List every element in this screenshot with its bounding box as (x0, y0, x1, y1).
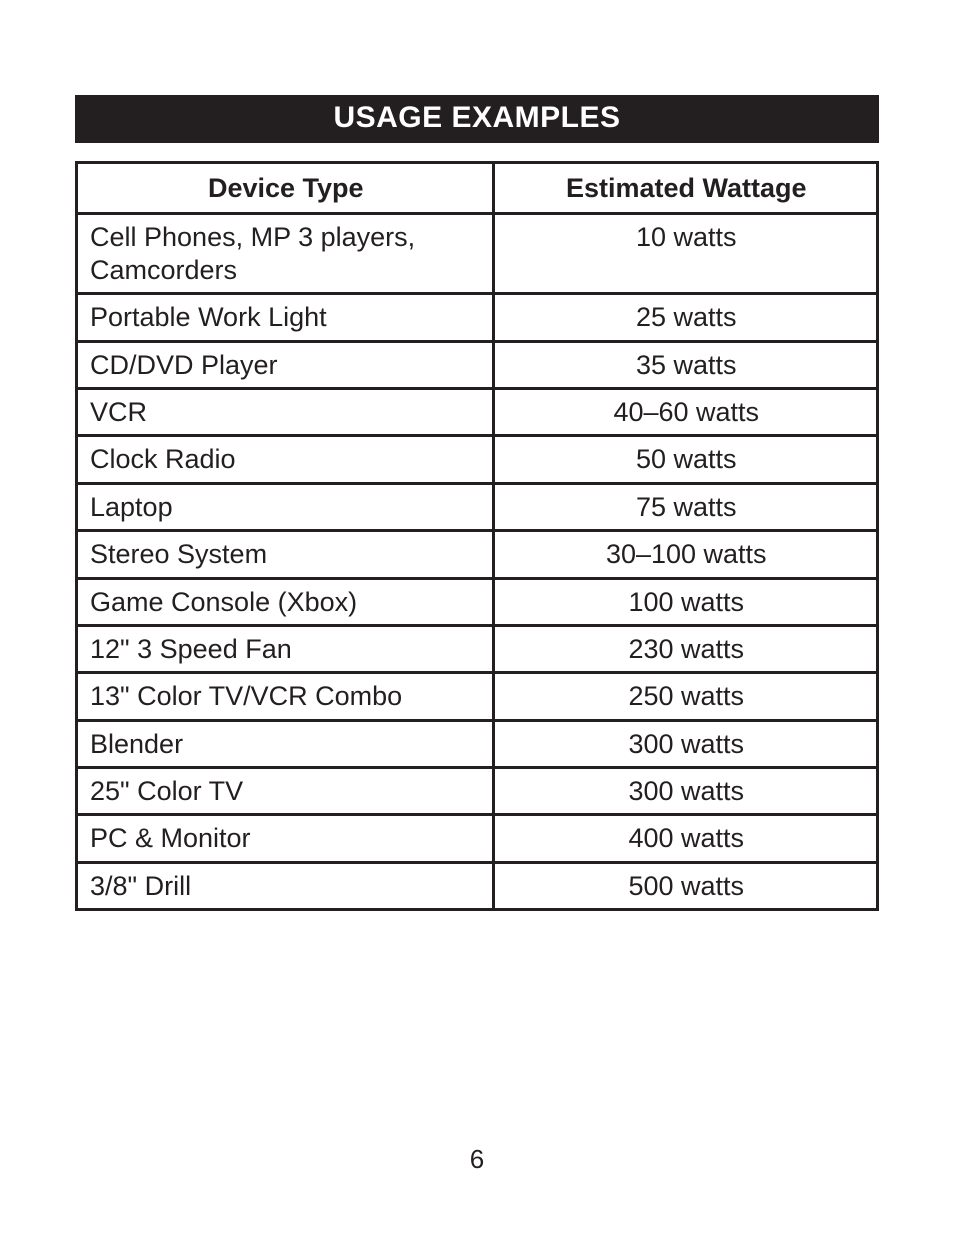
cell-wattage: 25 watts (493, 294, 877, 341)
cell-device: Blender (77, 720, 494, 767)
table-row: Portable Work Light 25 watts (77, 294, 878, 341)
cell-wattage: 10 watts (493, 214, 877, 294)
cell-device: Clock Radio (77, 436, 494, 483)
cell-device: Laptop (77, 483, 494, 530)
table-row: 13" Color TV/VCR Combo 250 watts (77, 673, 878, 720)
cell-wattage: 400 watts (493, 815, 877, 862)
table-header-row: Device Type Estimated Wattage (77, 163, 878, 214)
cell-wattage: 300 watts (493, 720, 877, 767)
table-row: CD/DVD Player 35 watts (77, 341, 878, 388)
cell-device: Cell Phones, MP 3 players, Camcorders (77, 214, 494, 294)
cell-device: PC & Monitor (77, 815, 494, 862)
table-row: 3/8" Drill 500 watts (77, 862, 878, 909)
table-row: Cell Phones, MP 3 players, Camcorders 10… (77, 214, 878, 294)
header-estimated-wattage: Estimated Wattage (493, 163, 877, 214)
cell-wattage: 30–100 watts (493, 531, 877, 578)
cell-device: 13" Color TV/VCR Combo (77, 673, 494, 720)
cell-device: Game Console (Xbox) (77, 578, 494, 625)
page-number: 6 (0, 1144, 954, 1175)
cell-device: VCR (77, 388, 494, 435)
cell-device: CD/DVD Player (77, 341, 494, 388)
cell-wattage: 75 watts (493, 483, 877, 530)
cell-wattage: 40–60 watts (493, 388, 877, 435)
section-title: USAGE EXAMPLES (75, 95, 879, 143)
cell-device: 3/8" Drill (77, 862, 494, 909)
cell-wattage: 500 watts (493, 862, 877, 909)
table-row: Clock Radio 50 watts (77, 436, 878, 483)
cell-wattage: 35 watts (493, 341, 877, 388)
table-row: Stereo System 30–100 watts (77, 531, 878, 578)
cell-wattage: 250 watts (493, 673, 877, 720)
wattage-table: Device Type Estimated Wattage Cell Phone… (75, 161, 879, 911)
cell-wattage: 50 watts (493, 436, 877, 483)
table-row: Game Console (Xbox) 100 watts (77, 578, 878, 625)
cell-wattage: 230 watts (493, 625, 877, 672)
table-row: 12" 3 Speed Fan 230 watts (77, 625, 878, 672)
cell-wattage: 100 watts (493, 578, 877, 625)
cell-device: Portable Work Light (77, 294, 494, 341)
cell-device: 12" 3 Speed Fan (77, 625, 494, 672)
header-device-type: Device Type (77, 163, 494, 214)
page: USAGE EXAMPLES Device Type Estimated Wat… (0, 0, 954, 1235)
table-row: Blender 300 watts (77, 720, 878, 767)
cell-wattage: 300 watts (493, 768, 877, 815)
table-row: Laptop 75 watts (77, 483, 878, 530)
table-row: 25" Color TV 300 watts (77, 768, 878, 815)
cell-device: Stereo System (77, 531, 494, 578)
table-row: VCR 40–60 watts (77, 388, 878, 435)
table-row: PC & Monitor 400 watts (77, 815, 878, 862)
cell-device: 25" Color TV (77, 768, 494, 815)
